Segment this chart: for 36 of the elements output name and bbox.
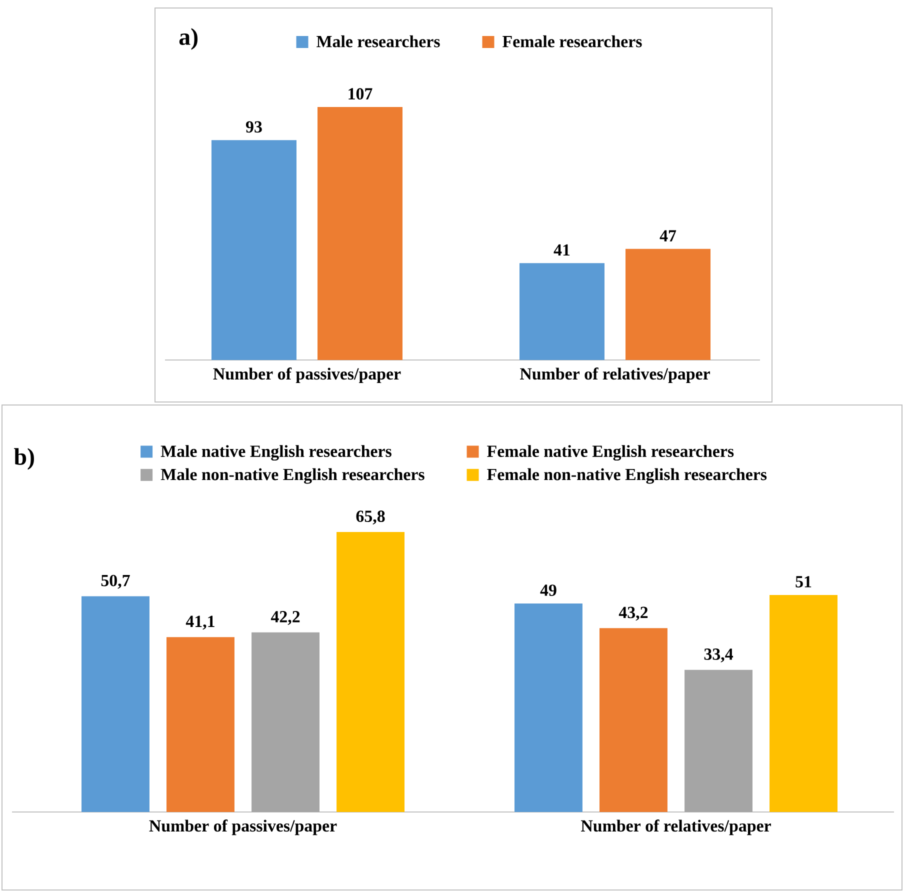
data-label: 33,4: [704, 648, 734, 662]
data-label: 107: [348, 88, 372, 100]
x-tick-label: Number of passives/paper: [213, 368, 401, 384]
bar: [166, 637, 234, 812]
bar: [514, 603, 582, 812]
data-label: 42,2: [270, 611, 300, 625]
legend-label: Male non-native English researchers: [160, 468, 424, 484]
bar: [684, 670, 753, 812]
chart-title: b): [14, 448, 34, 470]
legend-label: Female researchers: [502, 35, 642, 48]
legend-label: Female non-native English researchers: [487, 468, 767, 484]
data-label: 41,1: [186, 616, 214, 630]
bar: [519, 263, 604, 360]
legend-label: Male researchers: [316, 35, 440, 48]
data-label: 49: [540, 584, 556, 596]
chart-title: a): [179, 28, 198, 50]
legend-label: Female native English researchers: [487, 445, 734, 461]
bar: [599, 628, 668, 812]
data-label: 50,7: [101, 574, 130, 589]
data-label: 41: [554, 244, 570, 256]
data-label: 43,2: [618, 606, 648, 621]
legend-label: Male native English researchers: [160, 445, 392, 461]
bar: [336, 532, 405, 812]
bar: [770, 594, 838, 812]
bar: [81, 596, 150, 812]
data-label: 93: [246, 121, 262, 133]
x-tick-label: Number of relatives/paper: [520, 368, 710, 384]
data-label: 51: [796, 576, 812, 588]
x-tick-label: Number of passives/paper: [149, 820, 337, 836]
bar: [252, 632, 320, 812]
bar: [211, 140, 296, 360]
data-label: 47: [660, 230, 676, 242]
bar: [317, 107, 403, 360]
x-tick-label: Number of relatives/paper: [580, 820, 771, 836]
bar: [626, 248, 711, 360]
data-label: 65,8: [356, 510, 385, 524]
